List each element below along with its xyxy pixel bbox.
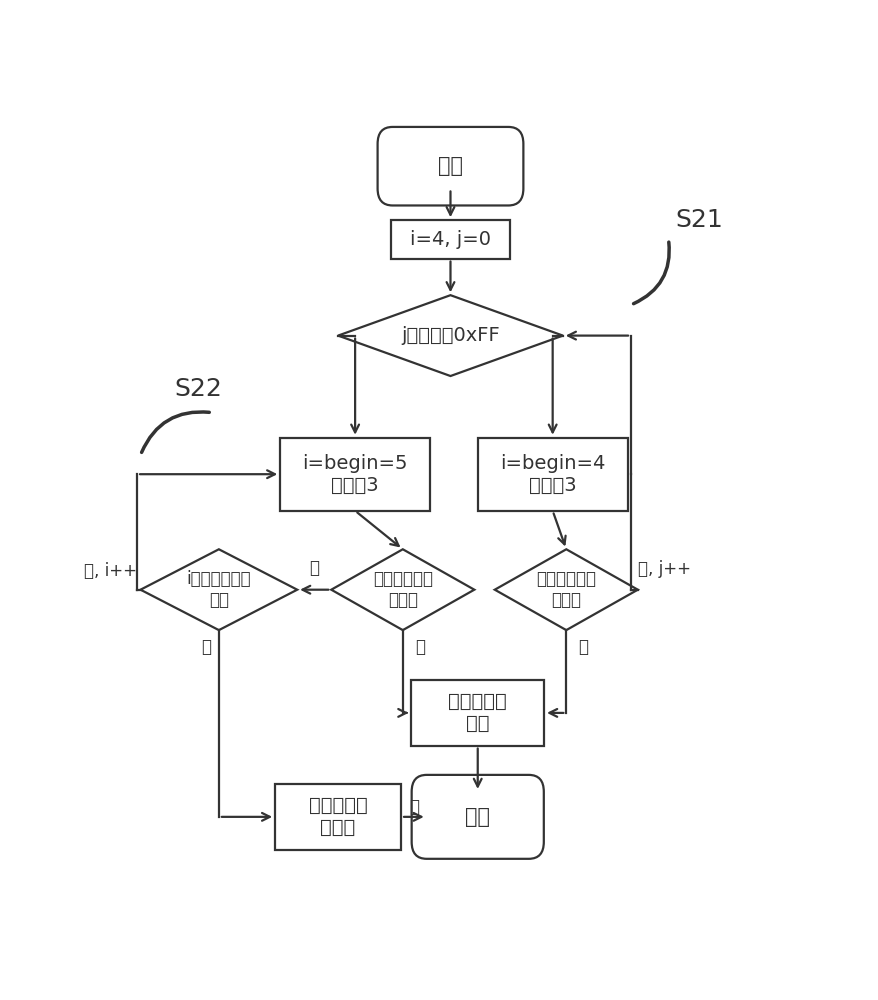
- Polygon shape: [338, 295, 562, 376]
- Text: 是否恢复出有
效数据: 是否恢复出有 效数据: [536, 570, 595, 609]
- Text: 是: 是: [408, 798, 419, 816]
- Bar: [275, 784, 400, 850]
- Polygon shape: [331, 549, 474, 630]
- Text: S22: S22: [175, 377, 222, 401]
- FancyArrowPatch shape: [633, 242, 668, 304]
- Text: 加入失败空
闲块集: 加入失败空 闲块集: [308, 796, 367, 837]
- Text: i=begin=5
执行图3: i=begin=5 执行图3: [302, 454, 407, 495]
- Text: i=begin=4
执行图3: i=begin=4 执行图3: [500, 454, 605, 495]
- Text: 否, i++: 否, i++: [84, 562, 137, 580]
- FancyBboxPatch shape: [411, 775, 543, 859]
- Text: 输出恢复的
数据: 输出恢复的 数据: [448, 692, 507, 733]
- Text: 否, j++: 否, j++: [637, 560, 690, 578]
- Text: 是否恢复出有
效数据: 是否恢复出有 效数据: [372, 570, 432, 609]
- Text: i=4, j=0: i=4, j=0: [409, 230, 491, 249]
- FancyBboxPatch shape: [378, 127, 522, 205]
- Bar: [478, 438, 627, 511]
- Polygon shape: [494, 549, 637, 630]
- Text: 结束: 结束: [464, 807, 490, 827]
- Text: S21: S21: [674, 208, 723, 232]
- Text: 是: 是: [414, 638, 425, 656]
- FancyArrowPatch shape: [141, 412, 209, 452]
- Bar: [391, 220, 509, 259]
- Text: 是: 是: [200, 638, 211, 656]
- Polygon shape: [140, 549, 297, 630]
- Bar: [280, 438, 429, 511]
- Text: 否: 否: [309, 559, 319, 577]
- Bar: [411, 680, 543, 746]
- Text: 是: 是: [578, 638, 588, 656]
- Text: j是否大于0xFF: j是否大于0xFF: [400, 326, 500, 345]
- Text: i是否为空闲块
结尾: i是否为空闲块 结尾: [186, 570, 251, 609]
- Text: 开始: 开始: [437, 156, 463, 176]
